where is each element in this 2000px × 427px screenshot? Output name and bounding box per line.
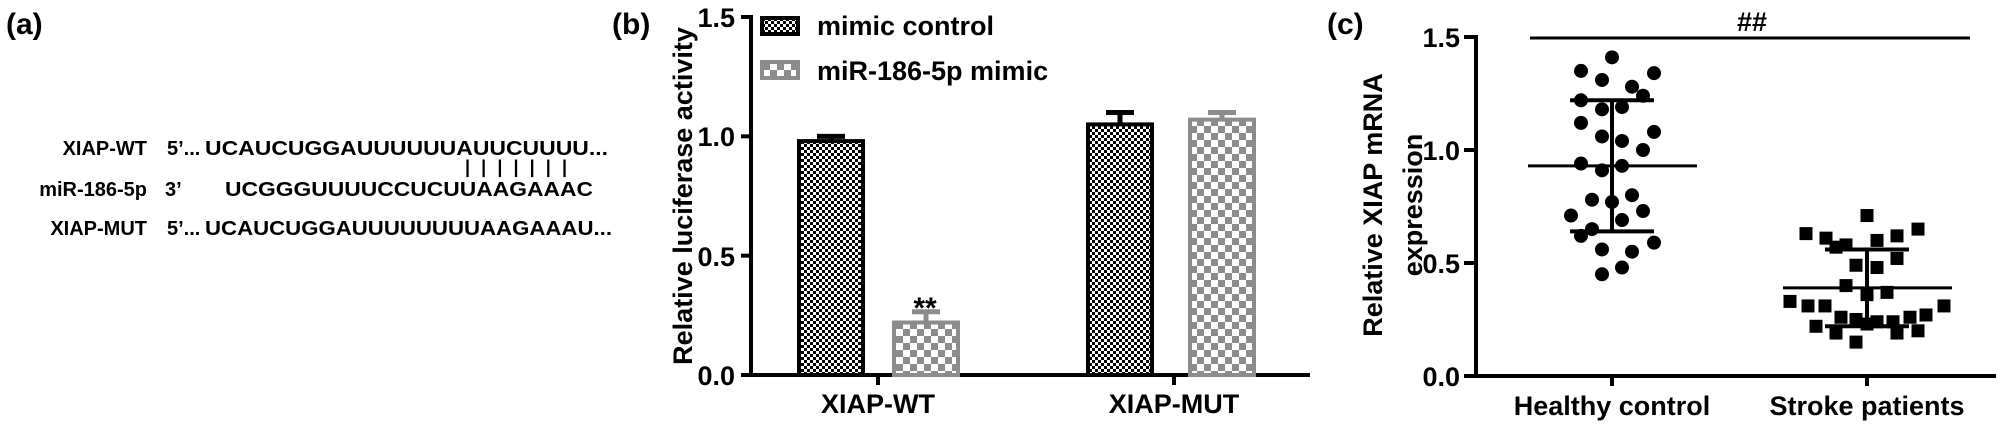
bar-mimic-control-xiap-mut <box>1086 122 1154 378</box>
data-point-healthy <box>1595 102 1609 117</box>
row-name-mut: XIAP-MUT <box>50 218 147 240</box>
y-axis-label: Relative luciferase activity <box>668 27 698 365</box>
data-point-stroke <box>1819 231 1833 245</box>
data-point-healthy <box>1625 188 1639 203</box>
data-point-healthy <box>1636 204 1650 219</box>
sequence-mirna: UCGGGUUUUCCUCUUAAGAAAC <box>225 179 593 201</box>
data-point-stroke <box>1919 308 1933 322</box>
y-axis-label-line-2: expression <box>1398 134 1428 277</box>
data-point-healthy <box>1574 63 1588 78</box>
data-point-healthy <box>1615 158 1629 173</box>
y-tick-label: 1.5 <box>697 3 735 33</box>
data-point-healthy <box>1595 267 1609 282</box>
sequence-wt: UCAUCUGGAUUUUUUAUUCUUUU... <box>205 138 608 160</box>
panel-a: (a) XIAP-WT 5’... UCAUCUGGAUUUUUUAUUCUUU… <box>6 8 612 240</box>
data-point-stroke <box>1890 251 1904 265</box>
data-point-stroke <box>1799 227 1813 241</box>
panel-c-label: (c) <box>1327 8 1364 41</box>
data-point-healthy <box>1615 213 1629 228</box>
y-tick-label: 0.0 <box>697 361 735 391</box>
data-point-stroke <box>1890 326 1904 340</box>
data-point-healthy <box>1647 235 1661 250</box>
row-end-wt: 5’... <box>167 138 200 160</box>
panel-a-label: (a) <box>6 8 43 41</box>
data-point-stroke <box>1849 258 1863 272</box>
data-point-stroke <box>1849 313 1863 326</box>
data-point-healthy <box>1595 163 1609 178</box>
data-point-healthy <box>1574 115 1588 130</box>
data-point-stroke <box>1801 299 1815 313</box>
data-point-stroke <box>1849 335 1863 349</box>
bar-mimic-control-xiap-wt <box>797 139 865 377</box>
data-point-stroke <box>1870 233 1884 247</box>
data-point-stroke <box>1911 324 1925 338</box>
y-tick-label: 1.0 <box>1422 136 1460 166</box>
x-tick-label-healthy: Healthy control <box>1514 391 1711 421</box>
data-point-healthy <box>1647 66 1661 81</box>
data-point-healthy <box>1647 124 1661 139</box>
data-point-healthy <box>1625 79 1639 94</box>
x-tick-label-mut: XIAP-MUT <box>1109 389 1240 419</box>
sequence-mut: UCAUCUGGAUUUUUUUUAAGAAAU... <box>205 218 612 240</box>
data-point-healthy <box>1615 260 1629 275</box>
data-point-stroke <box>1834 310 1848 324</box>
base-pairing-marks: | | | | | | | <box>465 157 567 177</box>
data-point-stroke <box>1829 240 1843 254</box>
panel-b-bar-chart: (b) Relative luciferase activity mimic c… <box>612 3 1310 419</box>
legend-swatch-mimic-control <box>760 16 800 36</box>
data-point-stroke <box>1911 222 1925 236</box>
data-point-healthy <box>1564 208 1578 223</box>
panel-c-scatter-plot: (c) Relative XIAP mRNA expression 0.0 0.… <box>1327 7 1996 421</box>
y-axis-label-line-1: Relative XIAP mRNA <box>1358 73 1388 337</box>
data-point-stroke <box>1860 209 1874 223</box>
data-point-healthy <box>1585 192 1599 207</box>
legend-swatch-mir-mimic <box>760 60 800 80</box>
data-point-healthy <box>1625 244 1639 259</box>
bar-mir-mimic-xiap-wt <box>892 320 960 378</box>
row-end-mirna: 3’ <box>165 179 182 201</box>
data-point-healthy <box>1574 156 1588 171</box>
data-point-stroke <box>1783 294 1797 308</box>
bar-mir-mimic-xiap-mut <box>1188 117 1256 377</box>
data-point-stroke <box>1809 319 1823 333</box>
data-point-healthy <box>1595 72 1609 87</box>
data-point-healthy <box>1615 133 1629 148</box>
y-tick-label: 0.5 <box>697 242 735 272</box>
x-tick-label-wt: XIAP-WT <box>821 389 935 419</box>
row-name-wt: XIAP-WT <box>63 138 147 160</box>
data-point-healthy <box>1595 129 1609 144</box>
y-tick-label: 0.0 <box>1422 362 1460 392</box>
data-point-healthy <box>1636 143 1650 157</box>
data-point-healthy <box>1605 50 1619 65</box>
y-tick-label: 1.0 <box>697 122 735 152</box>
data-point-healthy <box>1595 242 1609 257</box>
data-point-stroke <box>1839 279 1853 293</box>
legend-label-mir-mimic: miR-186-5p mimic <box>817 56 1048 86</box>
legend-label-mimic-control: mimic control <box>817 11 994 41</box>
data-point-stroke <box>1937 299 1951 313</box>
row-name-mirna: miR-186-5p <box>39 179 147 201</box>
y-tick-label: 1.5 <box>1422 23 1460 53</box>
data-point-stroke <box>1880 285 1894 299</box>
panel-b-label: (b) <box>612 8 650 41</box>
data-point-stroke <box>1829 326 1843 340</box>
data-point-stroke <box>1890 229 1904 243</box>
data-point-healthy <box>1615 100 1629 115</box>
significance-annotation: ** <box>913 292 937 325</box>
legend: mimic control miR-186-5p mimic <box>760 11 1048 86</box>
y-tick-label: 0.5 <box>1422 249 1460 279</box>
data-point-stroke <box>1818 299 1832 313</box>
data-point-stroke <box>1903 310 1917 324</box>
x-tick-label-stroke: Stroke patients <box>1769 391 1964 421</box>
significance-annotation: ## <box>1737 7 1767 37</box>
row-end-mut: 5’... <box>167 218 200 240</box>
data-point-stroke <box>1870 261 1884 275</box>
